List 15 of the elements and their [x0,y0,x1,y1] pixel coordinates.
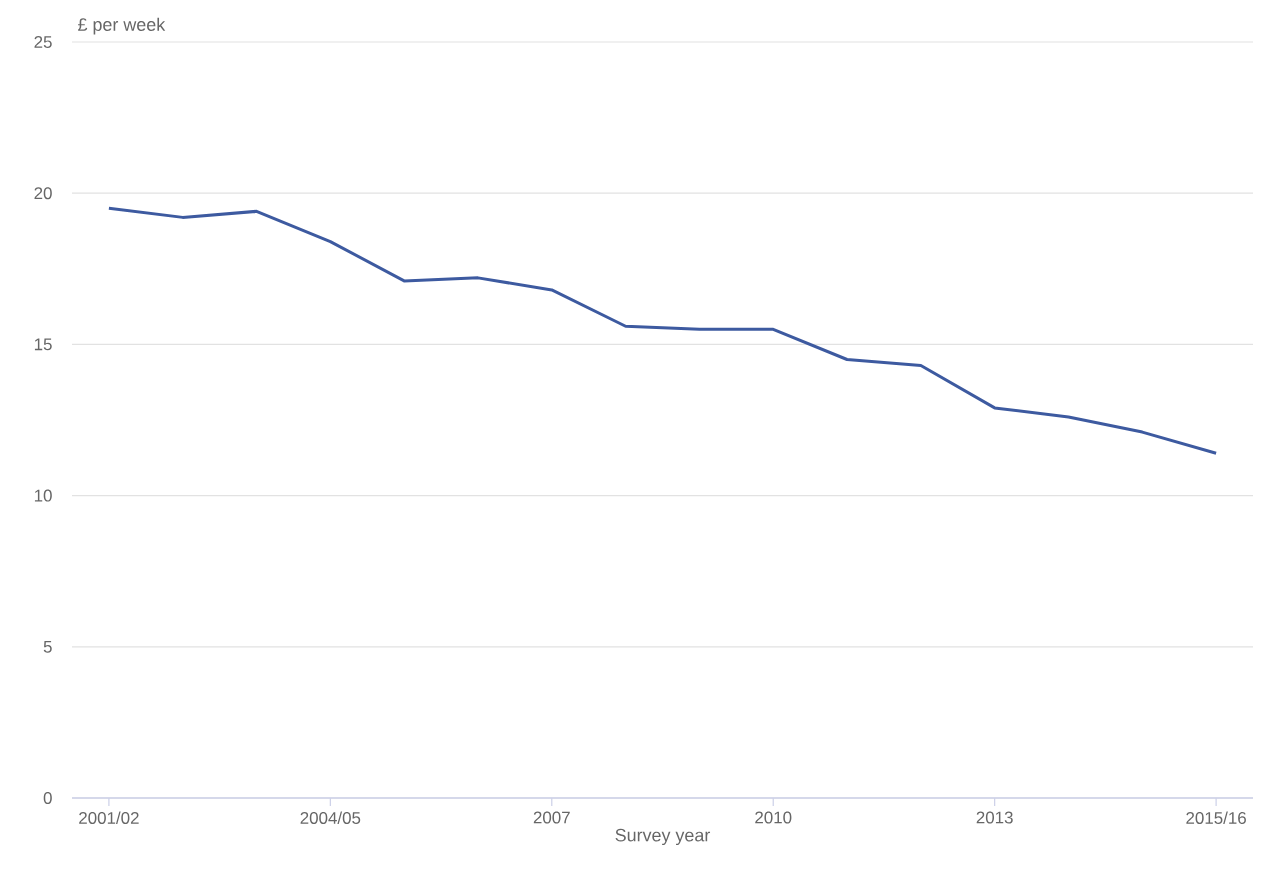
line-series [107,206,1218,455]
y-tick-label: 10 [34,489,52,502]
y-tick-label: 5 [43,640,52,653]
y-tick-label: 20 [34,187,52,200]
y-tick-label: 0 [43,792,52,804]
x-axis-title: Survey year [615,828,711,846]
x-tick-label: 2010 [755,811,792,824]
x-tick-label: 2004/05 [300,811,361,824]
x-tick-label: 2007 [533,811,570,824]
x-tick-label: 2001/02 [79,811,139,824]
y-axis-title: £ per week [78,17,166,35]
y-tick-label: 25 [34,35,52,48]
y-tick-label: 15 [34,338,52,351]
x-tick-label: 2013 [976,811,1013,824]
x-tick-label: 2015/16 [1186,811,1246,824]
